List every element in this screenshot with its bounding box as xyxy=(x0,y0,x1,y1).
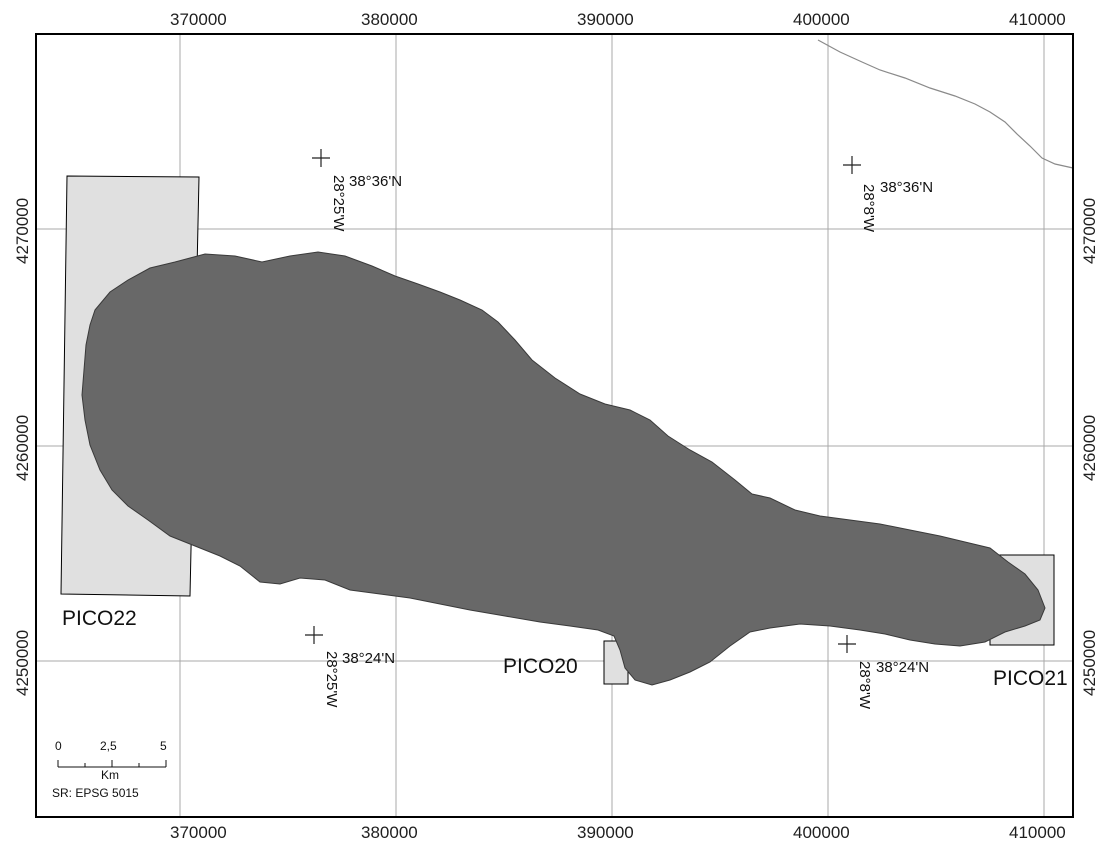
lat-label: 38°24'N xyxy=(876,659,929,676)
x-tick-label-bottom: 400000 xyxy=(793,823,850,842)
area-label-pico20: PICO20 xyxy=(503,655,578,678)
scale-tick-2-5: 2,5 xyxy=(100,739,117,753)
y-tick-label-right: 4270000 xyxy=(1080,198,1099,264)
top-axis-labels: 370000 380000 390000 400000 410000 xyxy=(170,10,1066,29)
x-tick-label-bottom: 410000 xyxy=(1009,823,1066,842)
scale-unit: Km xyxy=(101,768,119,782)
lon-label: 28°25'W xyxy=(330,175,347,232)
x-tick-label-bottom: 370000 xyxy=(170,823,227,842)
x-tick-label-bottom: 390000 xyxy=(577,823,634,842)
lon-label: 28°25'W xyxy=(323,651,340,708)
cross-marker xyxy=(305,626,323,644)
lat-label: 38°24'N xyxy=(342,650,395,667)
scale-bar: 0 2,5 5 Km SR: EPSG 5015 xyxy=(46,736,178,800)
coordinate-crosses xyxy=(305,149,861,653)
lon-label: 28°8'W xyxy=(860,184,877,233)
y-tick-label-left: 4270000 xyxy=(13,198,32,264)
y-tick-label-right: 4250000 xyxy=(1080,630,1099,696)
cross-marker xyxy=(838,635,856,653)
x-tick-label-bottom: 380000 xyxy=(361,823,418,842)
lon-label: 28°8'W xyxy=(856,661,873,710)
y-tick-label-left: 4250000 xyxy=(13,630,32,696)
x-tick-label-top: 380000 xyxy=(361,10,418,29)
cross-marker xyxy=(843,156,861,174)
bottom-axis-labels: 370000 380000 390000 400000 410000 xyxy=(170,823,1066,842)
y-tick-label-right: 4260000 xyxy=(1080,415,1099,481)
area-label-pico21: PICO21 xyxy=(993,667,1068,690)
scale-tick-5: 5 xyxy=(160,739,167,753)
neighbor-coastline xyxy=(817,39,1074,169)
x-tick-label-top: 390000 xyxy=(577,10,634,29)
cross-marker xyxy=(312,149,330,167)
lat-label: 38°36'N xyxy=(349,173,402,190)
x-tick-label-top: 370000 xyxy=(170,10,227,29)
x-tick-label-top: 400000 xyxy=(793,10,850,29)
x-tick-label-top: 410000 xyxy=(1009,10,1066,29)
scale-bar-background xyxy=(46,736,178,800)
y-tick-label-left: 4260000 xyxy=(13,415,32,481)
right-axis-labels: 4270000 4260000 4250000 xyxy=(1080,198,1099,696)
area-label-pico22: PICO22 xyxy=(62,607,137,630)
left-axis-labels: 4270000 4260000 4250000 xyxy=(13,198,32,696)
lat-label: 38°36'N xyxy=(880,179,933,196)
pico-island[interactable] xyxy=(81,251,1046,686)
scale-tick-0: 0 xyxy=(55,739,62,753)
map-frame xyxy=(35,33,1074,818)
spatial-reference: SR: EPSG 5015 xyxy=(52,786,139,800)
